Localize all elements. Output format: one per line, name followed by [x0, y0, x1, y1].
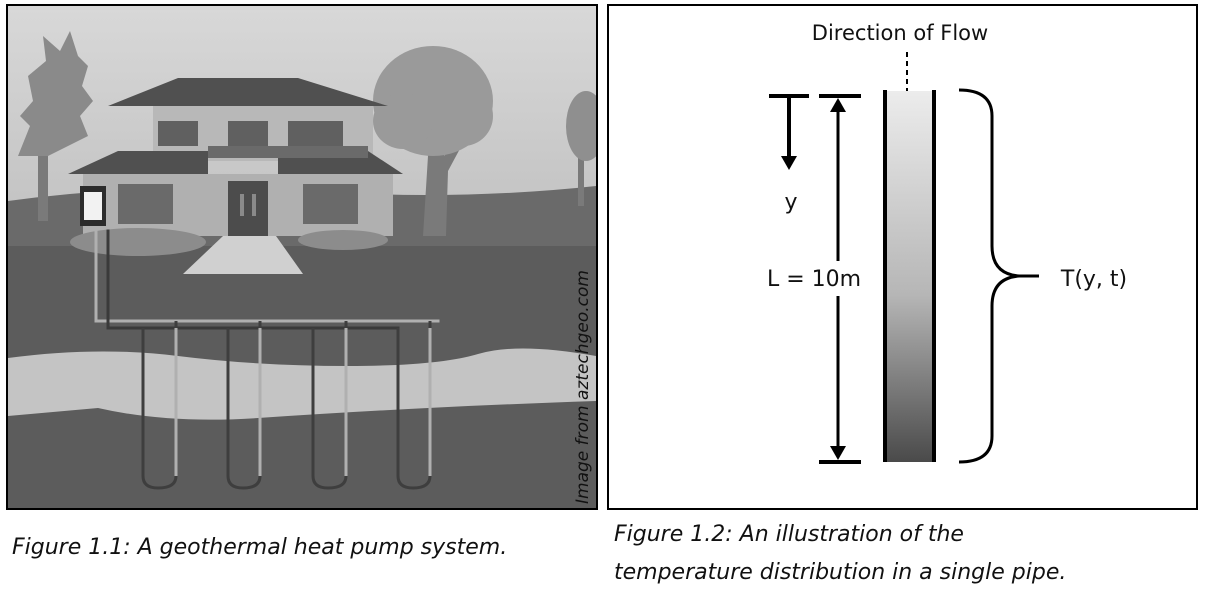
- pipe-interior: [886, 91, 933, 462]
- length-arrow-down: [830, 446, 846, 460]
- curly-brace: [959, 90, 1019, 462]
- pipe-diagram: Direction of Flow y L = 10m T(y, t): [609, 6, 1196, 508]
- hedge-left: [70, 228, 206, 256]
- figure-1-1-panel: Image from aztechgeo.com: [6, 4, 598, 510]
- temperature-label: T(y, t): [1060, 267, 1127, 292]
- length-label: L = 10m: [767, 267, 861, 292]
- flow-direction-label: Direction of Flow: [812, 21, 988, 45]
- heat-pump-unit: [80, 186, 106, 226]
- y-arrow-head: [781, 156, 797, 170]
- geothermal-illustration: Image from aztechgeo.com: [8, 6, 596, 508]
- figure-1-2-caption-line-1: Figure 1.2: An illustration of the: [614, 516, 1066, 554]
- figure-1-2-caption: Figure 1.2: An illustration of the tempe…: [614, 516, 1066, 592]
- length-arrow-up: [830, 98, 846, 112]
- image-credit-watermark: Image from aztechgeo.com: [573, 270, 593, 504]
- figure-1-2-panel: Direction of Flow y L = 10m T(y, t): [607, 4, 1198, 510]
- y-label: y: [784, 190, 797, 215]
- hedge-right: [298, 230, 388, 250]
- figure-1-1-caption: Figure 1.1: A geothermal heat pump syste…: [12, 529, 507, 567]
- figure-1-2-caption-line-2: temperature distribution in a single pip…: [614, 554, 1066, 592]
